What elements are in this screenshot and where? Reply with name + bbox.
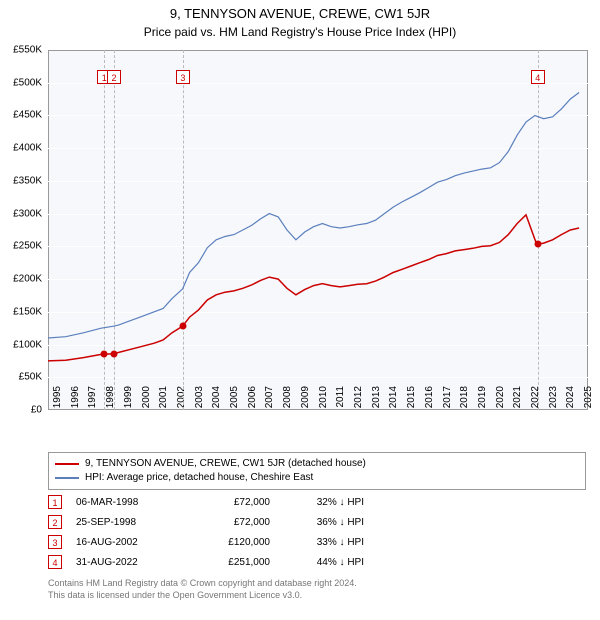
event-number-box: 3: [48, 535, 62, 549]
event-price: £251,000: [190, 557, 270, 568]
event-point-3: [179, 323, 186, 330]
event-date: 06-MAR-1998: [76, 497, 176, 508]
event-point-1: [101, 351, 108, 358]
y-axis-label: £450K: [0, 110, 42, 121]
y-axis-label: £200K: [0, 274, 42, 285]
event-row: 1 06-MAR-1998 £72,000 32% ↓ HPI: [48, 492, 364, 512]
event-marker-3: 3: [176, 70, 190, 84]
y-axis-label: £100K: [0, 339, 42, 350]
y-axis-label: £500K: [0, 77, 42, 88]
chart-title: 9, TENNYSON AVENUE, CREWE, CW1 5JR: [0, 0, 600, 23]
chart-subtitle: Price paid vs. HM Land Registry's House …: [0, 23, 600, 39]
event-price: £72,000: [190, 517, 270, 528]
y-axis-label: £50K: [0, 372, 42, 383]
event-point-4: [534, 241, 541, 248]
legend-swatch: [55, 477, 79, 479]
event-marker-4: 4: [531, 70, 545, 84]
event-diff: 32% ↓ HPI: [284, 497, 364, 508]
y-axis-label: £150K: [0, 306, 42, 317]
legend-swatch: [55, 463, 79, 465]
event-price: £72,000: [190, 497, 270, 508]
event-row: 4 31-AUG-2022 £251,000 44% ↓ HPI: [48, 552, 364, 572]
legend-label: HPI: Average price, detached house, Ches…: [85, 471, 313, 485]
y-axis-label: £0: [0, 405, 42, 416]
chart-container: 9, TENNYSON AVENUE, CREWE, CW1 5JR Price…: [0, 0, 600, 620]
footer-line-2: This data is licensed under the Open Gov…: [48, 590, 357, 602]
event-table: 1 06-MAR-1998 £72,000 32% ↓ HPI 2 25-SEP-1998…: [48, 492, 364, 572]
legend-item: 9, TENNYSON AVENUE, CREWE, CW1 5JR (deta…: [55, 457, 579, 471]
legend-label: 9, TENNYSON AVENUE, CREWE, CW1 5JR (deta…: [85, 457, 366, 471]
event-date: 25-SEP-1998: [76, 517, 176, 528]
y-axis-label: £550K: [0, 45, 42, 56]
chart-lines: [48, 50, 588, 410]
chart-legend: 9, TENNYSON AVENUE, CREWE, CW1 5JR (deta…: [48, 452, 586, 490]
chart-plot-area: £0£50K£100K£150K£200K£250K£300K£350K£400…: [48, 50, 588, 410]
event-diff: 33% ↓ HPI: [284, 537, 364, 548]
series-property: [48, 215, 579, 361]
event-number-box: 4: [48, 555, 62, 569]
y-axis-label: £250K: [0, 241, 42, 252]
event-row: 2 25-SEP-1998 £72,000 36% ↓ HPI: [48, 512, 364, 532]
footer-line-1: Contains HM Land Registry data © Crown c…: [48, 578, 357, 590]
y-axis-label: £400K: [0, 143, 42, 154]
event-date: 16-AUG-2002: [76, 537, 176, 548]
event-row: 3 16-AUG-2002 £120,000 33% ↓ HPI: [48, 532, 364, 552]
event-price: £120,000: [190, 537, 270, 548]
series-hpi: [48, 93, 579, 339]
y-axis-label: £350K: [0, 175, 42, 186]
event-date: 31-AUG-2022: [76, 557, 176, 568]
y-axis-label: £300K: [0, 208, 42, 219]
event-diff: 36% ↓ HPI: [284, 517, 364, 528]
event-number-box: 1: [48, 495, 62, 509]
event-number-box: 2: [48, 515, 62, 529]
legend-item: HPI: Average price, detached house, Ches…: [55, 471, 579, 485]
footer-text: Contains HM Land Registry data © Crown c…: [48, 578, 357, 601]
event-point-2: [111, 350, 118, 357]
event-diff: 44% ↓ HPI: [284, 557, 364, 568]
event-marker-2: 2: [107, 70, 121, 84]
